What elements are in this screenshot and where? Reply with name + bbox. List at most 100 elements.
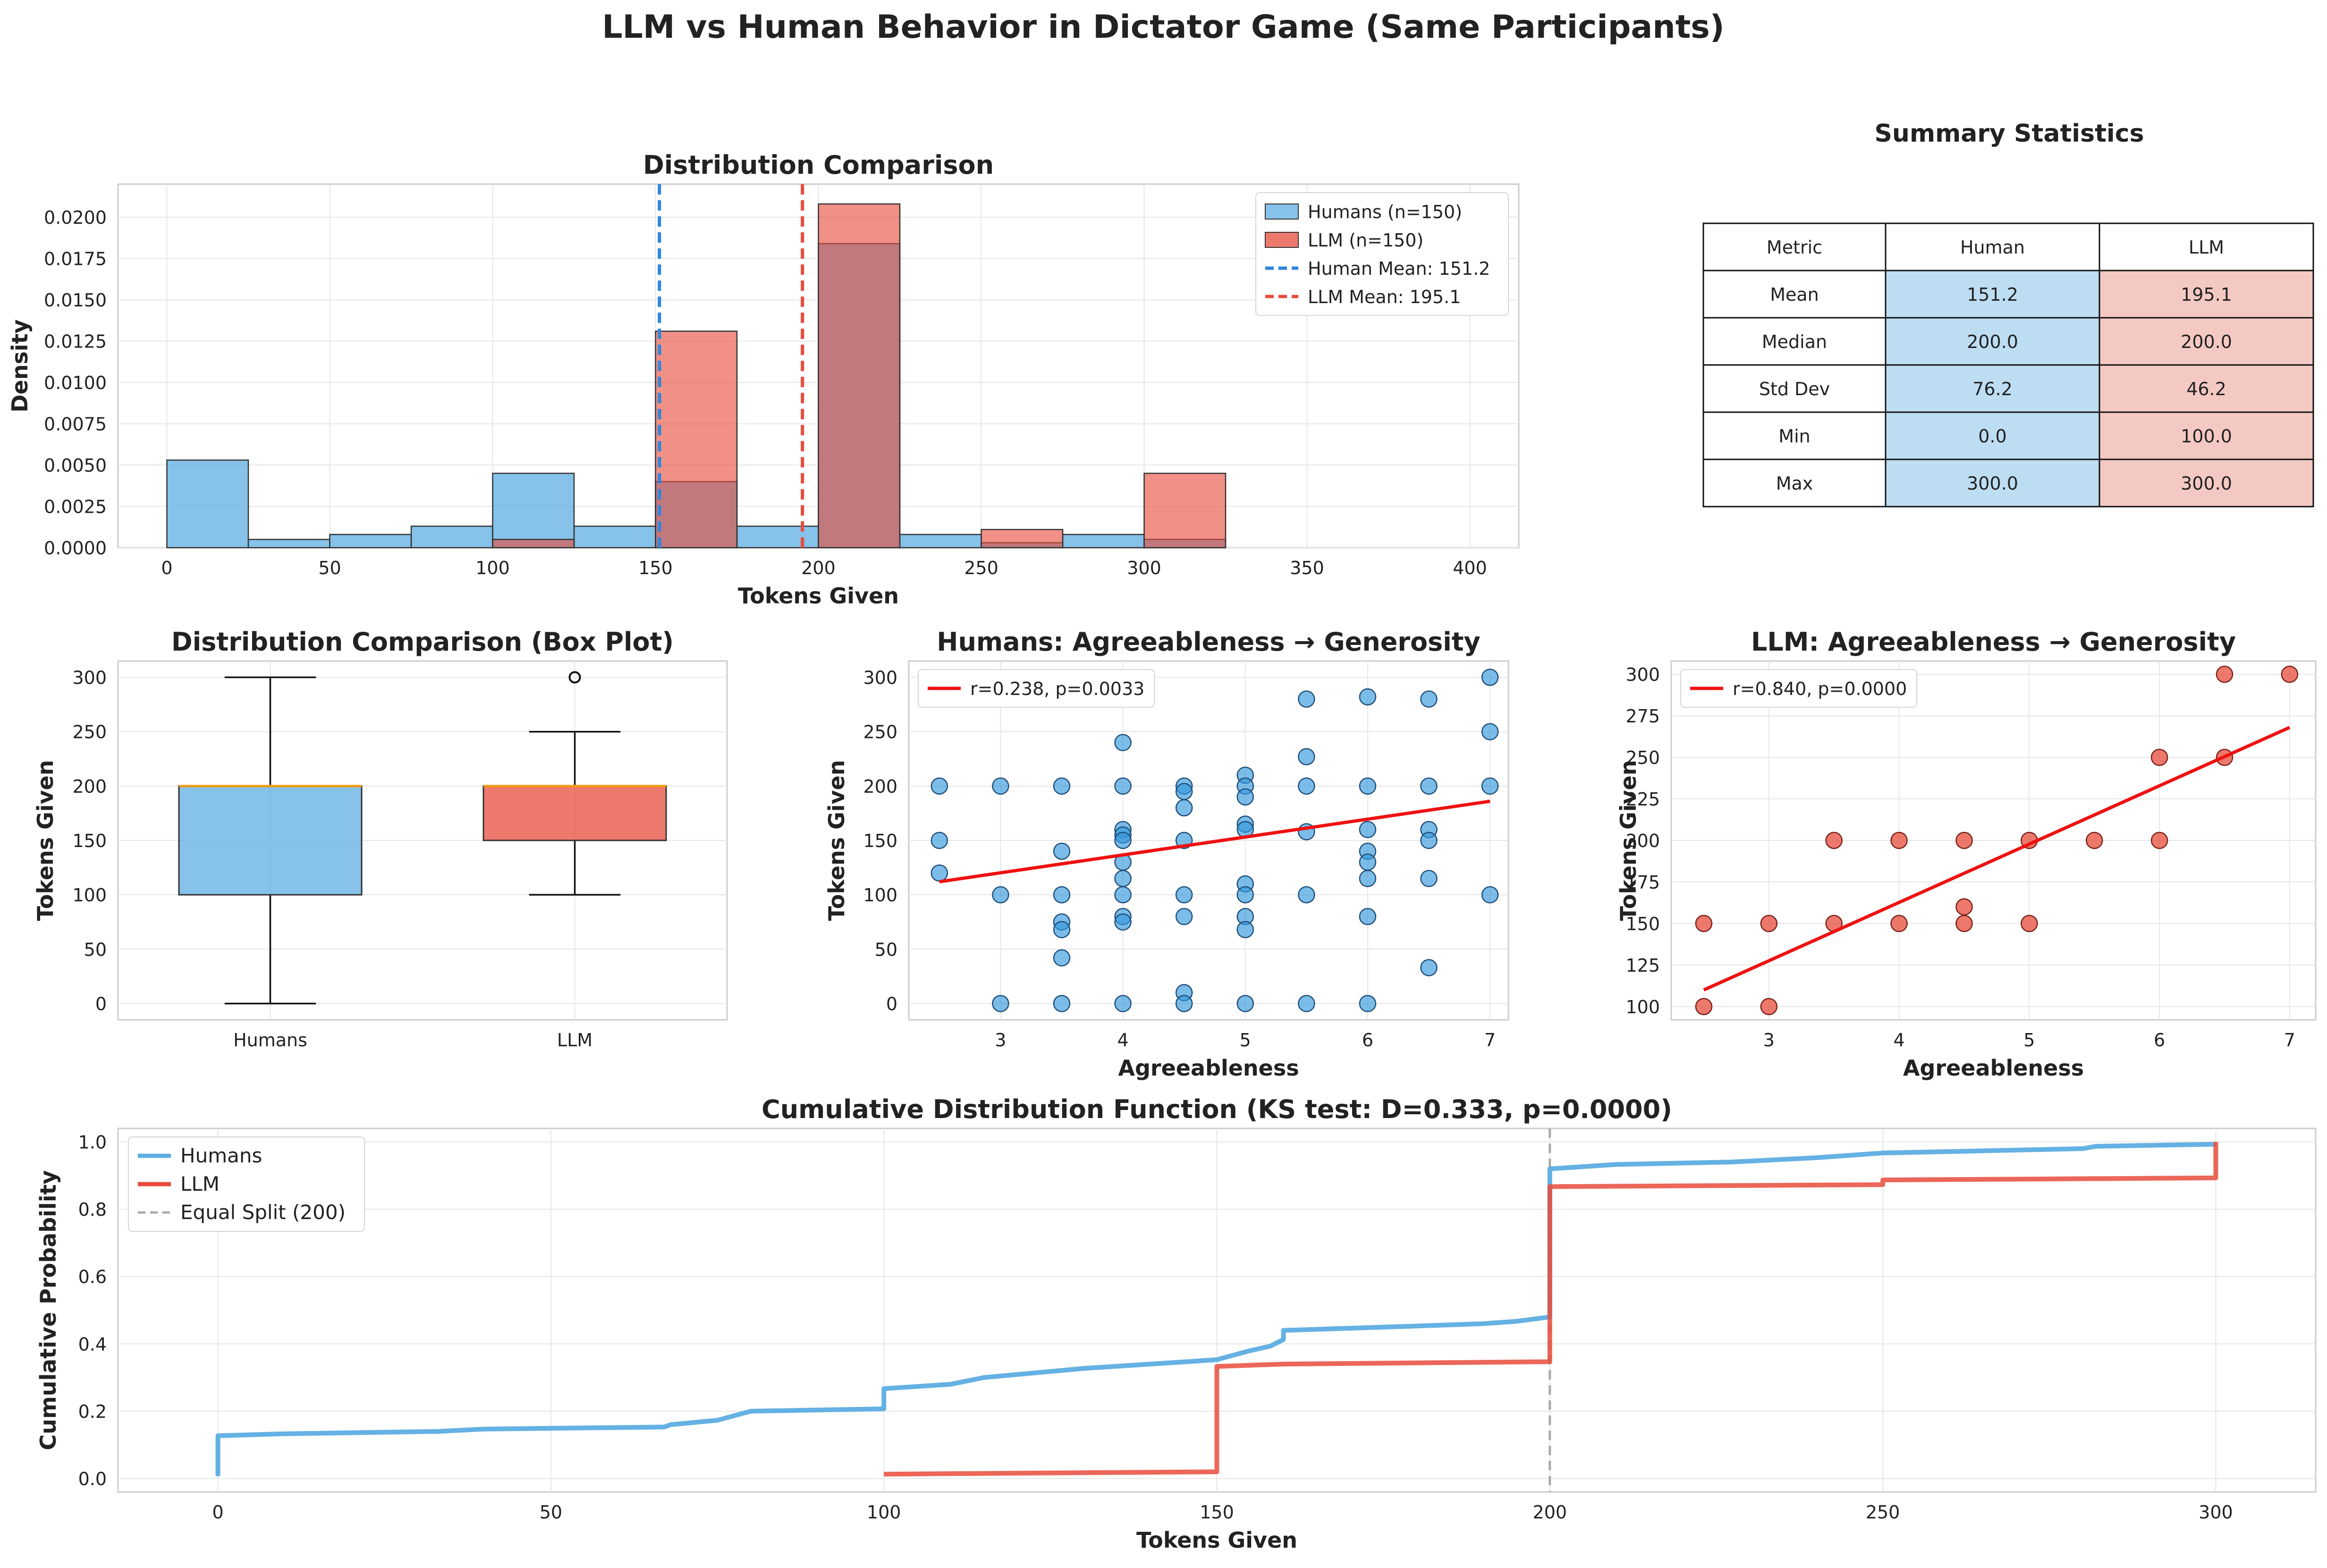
- table-cell: [1885, 317, 2100, 366]
- x-tick-label: 5: [1240, 1030, 1251, 1051]
- legend-swatch: [1265, 232, 1299, 248]
- scatter-point: [1420, 959, 1438, 976]
- x-axis-label: Tokens Given: [738, 583, 899, 609]
- scatter-point: [1175, 783, 1193, 800]
- y-tick-label: 150: [863, 831, 897, 851]
- scatter-point: [1053, 777, 1071, 795]
- table-value: Mean: [1770, 284, 1819, 305]
- table-cell: [1702, 364, 1887, 413]
- y-tick-label: 200: [863, 776, 897, 797]
- scatter-point: [1298, 995, 1315, 1012]
- x-tick-label: 4: [1893, 1030, 1904, 1051]
- table-value: 0.0: [1978, 426, 2006, 447]
- scatter-point: [1175, 907, 1193, 925]
- y-tick-label: 0.0100: [44, 373, 107, 393]
- x-tick-label: LLM: [557, 1030, 592, 1051]
- human-hist-bar: [166, 459, 249, 549]
- x-tick-label: 200: [1533, 1502, 1567, 1523]
- x-tick-label: 6: [1362, 1030, 1373, 1051]
- scatter-point: [2150, 748, 2168, 766]
- scatter-point: [1481, 777, 1499, 795]
- llm-box: [482, 785, 667, 841]
- human-hist-bar: [1062, 534, 1145, 549]
- scatter-point: [931, 777, 948, 795]
- x-tick-label: 0: [161, 558, 172, 578]
- scatter-point: [1175, 995, 1193, 1012]
- table-value: 46.2: [2186, 379, 2226, 399]
- scatter-point: [1955, 831, 1973, 849]
- scatter-point: [2021, 915, 2038, 932]
- table-cell: [2099, 270, 2314, 319]
- scatter-point: [1175, 886, 1193, 904]
- legend-label: Humans: [180, 1144, 262, 1167]
- table-cell: [1885, 411, 2100, 460]
- legend-label: r=0.238, p=0.0033: [970, 678, 1144, 699]
- x-tick-label: 6: [2154, 1030, 2165, 1051]
- scatter-point: [1236, 788, 1254, 806]
- table-value: 151.2: [1967, 284, 2018, 305]
- scatter-point: [1359, 853, 1377, 871]
- chart-title: Humans: Agreeableness → Generosity: [937, 627, 1480, 657]
- y-tick-label: 0.0: [78, 1468, 107, 1489]
- y-tick-label: 200: [72, 776, 107, 797]
- scatter-point: [931, 864, 948, 882]
- scatter-point: [1359, 907, 1377, 925]
- y-tick-label: 275: [1625, 706, 1660, 727]
- scatter-point: [1890, 915, 1908, 932]
- legend-label: LLM Mean: 195.1: [1308, 287, 1461, 307]
- x-axis-label: Agreeableness: [1118, 1055, 1299, 1081]
- y-tick-label: 0.6: [78, 1267, 107, 1288]
- chart-hist: 0.0000 0.0025 0.0050 0.0075 0.0100 0.0125 0.01…: [7, 150, 1520, 609]
- scatter-point: [1114, 913, 1132, 931]
- scatter-point: [1053, 842, 1071, 860]
- table-value: 76.2: [1972, 379, 2013, 399]
- scatter-point: [1955, 898, 1973, 915]
- table-cell: [2099, 222, 2314, 271]
- box-outlier: [568, 671, 581, 684]
- chart-title: Cumulative Distribution Function (KS tes…: [762, 1094, 1672, 1124]
- scatter-point: [1481, 886, 1499, 904]
- y-tick-label: 150: [1625, 914, 1660, 934]
- llm-hist-bar: [981, 529, 1064, 549]
- legend-box: [1680, 669, 1917, 708]
- scatter-point: [1481, 723, 1499, 740]
- scatter-point: [2281, 665, 2299, 683]
- scatter-point: [1053, 949, 1071, 966]
- x-tick-label: 4: [1117, 1030, 1128, 1051]
- x-tick-label: 100: [867, 1502, 901, 1523]
- x-tick-label: 150: [1200, 1502, 1234, 1523]
- scatter-point: [1420, 831, 1438, 849]
- x-tick-label: Humans: [233, 1030, 307, 1051]
- y-tick-label: 0.0000: [44, 538, 107, 559]
- scatter-point: [1760, 915, 1778, 932]
- x-tick-label: 5: [2023, 1030, 2035, 1051]
- table-value: 100.0: [2181, 426, 2232, 447]
- scatter-point: [1955, 915, 1973, 932]
- y-axis-label: Density: [7, 319, 33, 412]
- chart-box: 0 50 100 150 200 250 300 Distribution Compariso…: [33, 627, 728, 1051]
- y-tick-label: 300: [72, 668, 107, 688]
- scatter-point: [1298, 777, 1315, 795]
- scatter-point: [931, 831, 948, 849]
- human-hist-bar: [736, 525, 819, 549]
- y-tick-label: 0.0075: [44, 414, 107, 435]
- y-tick-label: 0.2: [78, 1401, 107, 1422]
- scatter-point: [1236, 886, 1254, 904]
- x-tick-label: 100: [475, 558, 510, 578]
- legend-label: LLM (n=150): [1308, 230, 1423, 251]
- y-axis-label: Tokens Given: [1616, 760, 1641, 921]
- human-hist-bar: [247, 539, 330, 549]
- x-tick-label: 150: [638, 558, 673, 578]
- regression-line: [939, 799, 1490, 883]
- y-tick-label: 100: [1625, 997, 1660, 1017]
- table-cell: [1885, 458, 2100, 508]
- scatter-point: [1420, 870, 1438, 887]
- y-tick-label: 200: [1625, 831, 1660, 851]
- table-value: 300.0: [1967, 473, 2018, 494]
- scatter-point: [992, 777, 1009, 795]
- x-tick-label: 3: [995, 1030, 1006, 1051]
- y-tick-label: 0: [95, 993, 107, 1014]
- y-axis-label: Cumulative Probability: [35, 1170, 61, 1450]
- y-tick-label: 0.0050: [44, 455, 107, 476]
- x-tick-label: 7: [1484, 1030, 1496, 1051]
